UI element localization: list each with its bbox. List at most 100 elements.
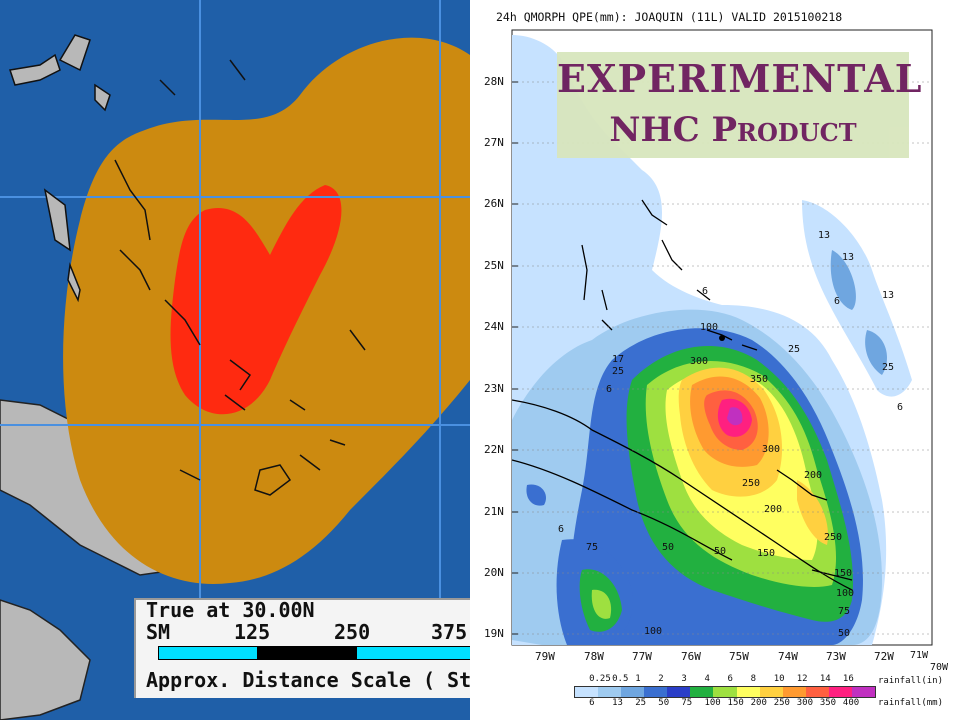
rainfall-map-title: 24h QMORPH QPE(mm): JOAQUIN (11L) VALID …: [496, 10, 843, 24]
legend-swatch: [851, 687, 876, 697]
legend-mm-unit: rainfall(mm): [878, 698, 944, 708]
lat-label: 20N: [484, 566, 504, 579]
wind-map-panel: True at 30.00N SM 125 250 375 Approx. Di…: [0, 0, 470, 720]
contour-label: 6: [606, 384, 613, 395]
legend-inch-label: 10: [773, 674, 785, 684]
lat-label: 25N: [484, 259, 504, 272]
contour-label: 250: [742, 478, 761, 489]
legend-swatch: [759, 687, 783, 697]
scale-tick-label: 125: [234, 620, 271, 644]
hispaniola-land: [0, 599, 91, 720]
legend-swatch: [828, 687, 852, 697]
contour-label: 200: [804, 470, 823, 481]
storm-center-marker: [719, 335, 725, 341]
legend-mm-label: 250: [773, 698, 790, 708]
experimental-banner: EXPERIMENTAL NHC Product: [557, 52, 923, 158]
scale-bar: [158, 646, 470, 660]
scale-unit-label: SM: [146, 620, 171, 644]
legend-swatch: [644, 687, 668, 697]
banner-line2: NHC Product: [609, 110, 857, 150]
contour-label: 6: [897, 402, 904, 413]
contour-label: 25: [788, 344, 801, 355]
rainfall-legend: 0.25 0.5 1 2 3 4 6 8 10 12 14 16 6 13 25 50 75 100 150 200…: [574, 674, 943, 714]
legend-swatch: [621, 687, 645, 697]
lat-label: 24N: [484, 320, 504, 333]
bahamas-islands: [9, 34, 111, 303]
rain-band-1in: [865, 330, 887, 375]
legend-swatch: [736, 687, 760, 697]
legend-mm-label: 400: [842, 698, 860, 708]
contour-label: 200: [764, 504, 783, 515]
lat-label: 22N: [484, 443, 504, 456]
rainfall-map-panel: 24h QMORPH QPE(mm): JOAQUIN (11L) VALID …: [472, 0, 960, 720]
rain-band-6in: [591, 589, 612, 619]
legend-inch-label: 1: [635, 674, 641, 684]
contour-label: 6: [702, 286, 709, 297]
contour-label: 100: [700, 322, 719, 333]
legend-mm-label: 200: [750, 698, 767, 708]
coastlines: [511, 199, 853, 591]
lon-label: 77W: [632, 650, 652, 663]
legend-mm-label: 350: [819, 698, 837, 708]
lon-label: 76W: [681, 650, 701, 663]
lon-label: 74W: [778, 650, 798, 663]
contour-label: 17: [612, 354, 625, 365]
legend-inch-label: 4: [704, 674, 710, 684]
lat-label: 23N: [484, 382, 504, 395]
contour-label: 50: [662, 542, 675, 553]
wind-50kt-area: [170, 185, 342, 415]
lat-label: 26N: [484, 197, 504, 210]
contour-label: 6: [834, 296, 841, 307]
scale-tick-label: 375: [431, 620, 468, 644]
lon-label: 79W: [535, 650, 555, 663]
contour-label: 300: [690, 356, 709, 367]
contour-label: 25: [612, 366, 625, 377]
axis-ticks: [512, 81, 518, 635]
scale-tick-label: 250: [334, 620, 371, 644]
legend-inch-unit: rainfall(in): [878, 676, 944, 686]
lon-label: 73W: [826, 650, 846, 663]
contour-label: 13: [818, 230, 831, 241]
legend-inch-label: 12: [796, 674, 808, 684]
legend-swatch: [667, 687, 691, 697]
contour-label: 13: [882, 290, 895, 301]
legend-mm-label: 100: [704, 698, 721, 708]
legend-swatch: [598, 687, 622, 697]
banner-line1: EXPERIMENTAL: [557, 56, 923, 101]
rain-band-10in: [797, 480, 828, 545]
legend-inch-label: 3: [681, 674, 687, 684]
contour-label: 75: [586, 542, 599, 553]
contour-label: 150: [757, 548, 776, 559]
legend-mm-label: 6: [589, 698, 595, 708]
rain-band-1in: [830, 250, 856, 310]
legend-inch-label: 0.25: [589, 674, 611, 684]
legend-mm-label: 75: [681, 698, 693, 708]
contour-label: 150: [834, 568, 853, 579]
legend-mm-label: 50: [658, 698, 670, 708]
legend-mm-label: 150: [727, 698, 744, 708]
legend-mm-label: 300: [796, 698, 814, 708]
legend-inch-label: 2: [658, 674, 664, 684]
legend-inch-label: 8: [750, 674, 757, 684]
wind-map: [0, 0, 470, 720]
lat-label: 19N: [484, 627, 504, 640]
lon-label: 75W: [729, 650, 749, 663]
rain-band-2in: [526, 484, 547, 506]
contour-label: 13: [842, 252, 855, 263]
legend-inch-label: 6: [727, 674, 733, 684]
rain-band-max: [727, 407, 743, 426]
lat-label: 21N: [484, 505, 504, 518]
lon-label: 72W: [874, 650, 894, 663]
legend-swatch: [782, 687, 806, 697]
legend-swatch: [690, 687, 714, 697]
distance-scale: True at 30.00N SM 125 250 375 Approx. Di…: [134, 598, 470, 698]
legend-mm-label: 25: [635, 698, 647, 708]
legend-swatch: [713, 687, 737, 697]
contour-label: 100: [836, 588, 855, 599]
contour-label: 250: [824, 532, 843, 543]
lon-label: 78W: [584, 650, 604, 663]
contour-label: 50: [714, 546, 727, 557]
scale-description: Approx. Distance Scale ( Sta: [146, 668, 470, 692]
lon-label: 70W: [930, 662, 949, 673]
island-outlines: [114, 59, 366, 496]
